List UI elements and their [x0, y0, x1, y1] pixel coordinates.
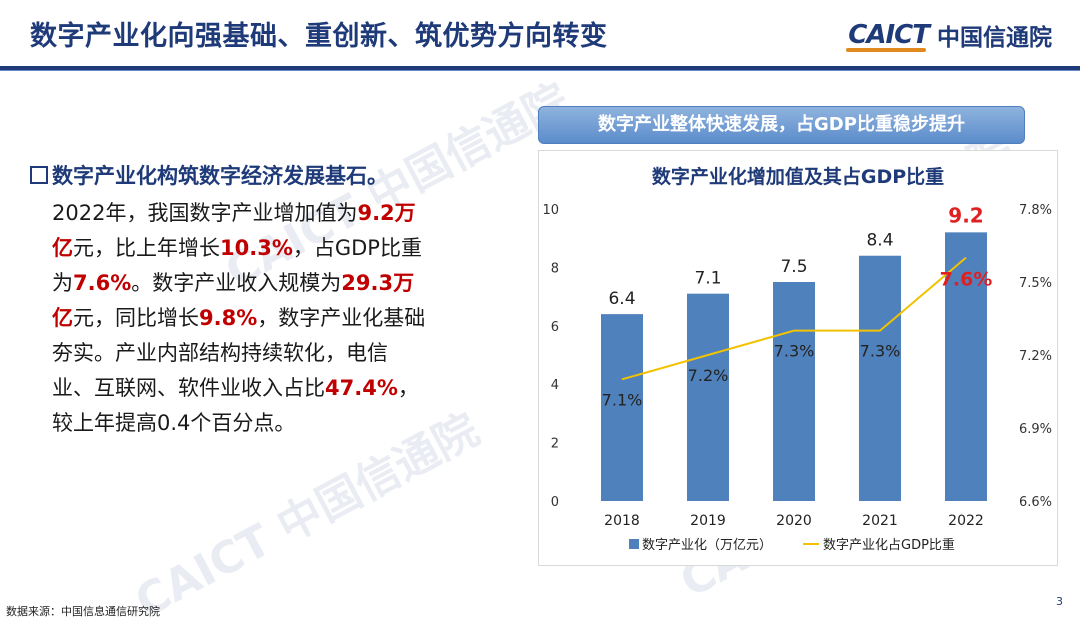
- x-axis-tick-label: 2022: [948, 513, 984, 529]
- page-title: 数字产业化向强基础、重创新、筑优势方向转变: [30, 21, 608, 52]
- bar: [773, 282, 815, 501]
- y-axis-tick-label: 6: [551, 320, 559, 335]
- chart-banner: 数字产业整体快速发展，占GDP比重稳步提升: [538, 106, 1025, 144]
- x-axis-tick-label: 2018: [604, 513, 640, 529]
- square-bullet-icon: [30, 166, 48, 184]
- data-source: 数据来源：中国信息通信研究院: [6, 605, 160, 618]
- y-axis-tick-label: 4: [551, 378, 559, 393]
- bar-data-label: 9.2: [948, 203, 983, 227]
- bar-data-label: 7.5: [780, 257, 807, 277]
- y2-axis-tick-label: 6.9%: [1019, 422, 1052, 437]
- x-axis-tick-label: 2019: [690, 513, 726, 529]
- body-text: 。数字产业收入规模为: [131, 271, 342, 295]
- y-axis-tick-label: 2: [551, 437, 559, 452]
- body-text: 元，同比增长: [73, 306, 199, 330]
- highlight-value: 9.2万亿: [52, 201, 416, 260]
- line-data-label: 7.6%: [940, 269, 993, 291]
- body-paragraph: 2022年，我国数字产业增加值为9.2万亿元，比上年增长10.3%，占GDP比重…: [52, 196, 427, 441]
- bar: [945, 232, 987, 502]
- y2-axis-tick-label: 7.2%: [1019, 349, 1052, 364]
- y2-axis-tick-label: 7.5%: [1019, 276, 1052, 291]
- y-axis-tick-label: 8: [551, 261, 559, 276]
- y-axis-tick-label: 0: [551, 495, 559, 510]
- header-divider-thin: [0, 70, 1080, 71]
- y-axis-tick-label: 10: [542, 203, 559, 218]
- line-data-label: 7.2%: [688, 366, 729, 385]
- highlight-value: 47.4%: [325, 376, 398, 400]
- body-text: ，占GDP比重为: [52, 236, 422, 295]
- body-text: 元，比上年增长: [73, 236, 220, 260]
- line-data-label: 7.1%: [602, 390, 643, 409]
- highlight-value: 29.3万亿: [52, 271, 415, 330]
- combo-chart: 数字产业化增加值及其占GDP比重 0 2 4 6 8 10 6.6% 6.9% 7.2% 7.5% 7…: [542, 165, 1052, 553]
- page-number: 3: [1056, 595, 1063, 608]
- bullet-heading: 数字产业化构筑数字经济发展基石。: [30, 160, 388, 190]
- highlight-value: 7.6%: [73, 271, 132, 295]
- highlight-value: 9.8%: [199, 306, 258, 330]
- caict-logo-mark: CAICT: [846, 20, 930, 52]
- line-data-label: 7.3%: [860, 342, 901, 361]
- legend-bar-swatch: [629, 539, 639, 549]
- line-data-label: 7.3%: [774, 342, 815, 361]
- bar: [687, 293, 729, 501]
- bar-data-label: 6.4: [608, 289, 635, 309]
- logo: CAICT 中国信通院: [846, 18, 1052, 52]
- y2-axis-tick-label: 6.6%: [1019, 495, 1052, 510]
- x-axis-tick-label: 2020: [776, 513, 812, 529]
- bar: [859, 255, 901, 501]
- bar-data-label: 7.1: [694, 269, 721, 289]
- body-text: ，较上年提高0.4个百分点。: [52, 376, 419, 435]
- highlight-value: 10.3%: [220, 236, 293, 260]
- body-text: ，数字产业化基础夯实。产业内部结构持续软化，电信业、互联网、软件业收入占比: [52, 306, 426, 400]
- y2-axis-tick-label: 7.8%: [1019, 203, 1052, 218]
- legend-line-label: 数字产业化占GDP比重: [823, 537, 955, 553]
- bar-data-label: 8.4: [866, 231, 893, 251]
- logo-name: 中国信通院: [937, 25, 1052, 51]
- header-divider: [0, 66, 1080, 70]
- bar: [601, 314, 643, 501]
- legend-bar-label: 数字产业化（万亿元）: [642, 538, 772, 553]
- x-axis-tick-label: 2021: [862, 513, 898, 529]
- chart-container: 数字产业化增加值及其占GDP比重 0 2 4 6 8 10 6.6% 6.9% 7.2% 7.5% 7…: [538, 150, 1058, 566]
- line-series: [621, 256, 967, 381]
- chart-title: 数字产业化增加值及其占GDP比重: [652, 165, 944, 188]
- body-text: 2022年，我国数字产业增加值为: [52, 201, 358, 225]
